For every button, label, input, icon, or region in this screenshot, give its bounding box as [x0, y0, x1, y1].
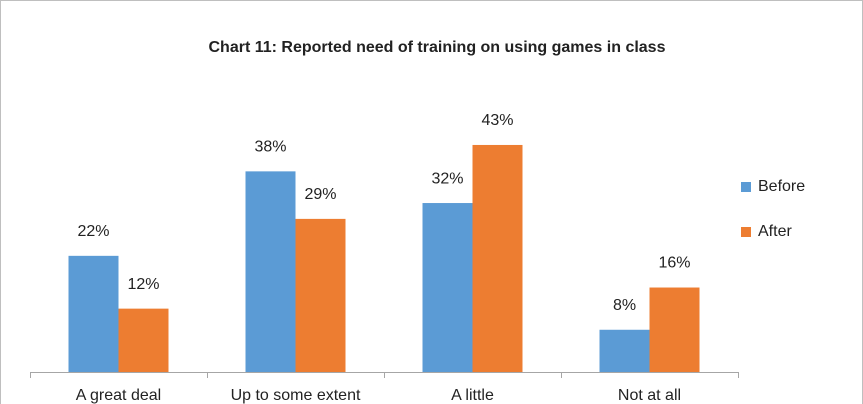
bar	[422, 203, 473, 372]
bar	[68, 255, 119, 372]
legend-swatch	[741, 182, 751, 192]
value-label: 12%	[127, 276, 159, 293]
chart-title: Chart 11: Reported need of training on u…	[209, 39, 666, 56]
legend-label: After	[758, 223, 792, 240]
bar	[599, 329, 650, 372]
bar	[472, 144, 523, 372]
value-label: 32%	[431, 170, 463, 187]
x-tick-label: Not at all	[618, 387, 681, 404]
value-label: 8%	[613, 297, 636, 314]
value-label: 16%	[658, 255, 690, 272]
value-label: 22%	[77, 223, 109, 240]
legend-label: Before	[758, 178, 805, 195]
bar	[245, 171, 296, 372]
value-label: 43%	[481, 112, 513, 129]
legend-swatch	[741, 227, 751, 237]
x-tick-label: A great deal	[76, 387, 161, 404]
x-tick-label: Up to some extent	[231, 387, 361, 404]
x-tick-label: A little	[451, 387, 494, 404]
bar	[649, 287, 700, 372]
value-label: 38%	[254, 139, 286, 156]
bar	[295, 218, 346, 372]
bar	[118, 308, 169, 372]
value-label: 29%	[304, 186, 336, 203]
